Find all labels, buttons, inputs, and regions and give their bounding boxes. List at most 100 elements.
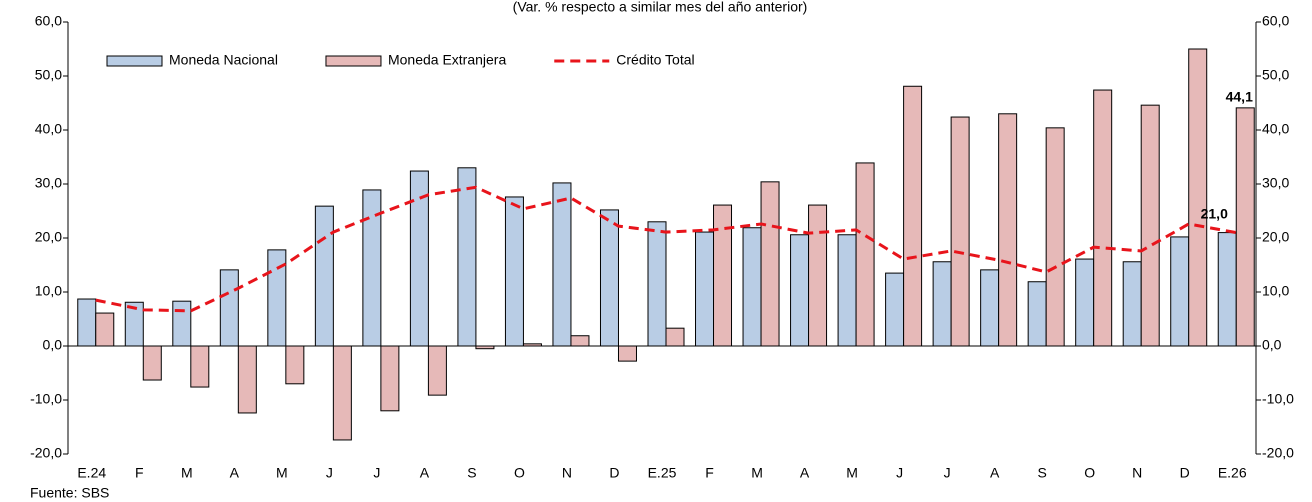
bar bbox=[504, 196, 524, 347]
bar bbox=[1075, 258, 1095, 347]
bar bbox=[409, 170, 429, 347]
x-tick-label: M bbox=[846, 465, 858, 481]
x-tick-label: M bbox=[751, 465, 763, 481]
bar bbox=[695, 231, 715, 347]
y2-tick-label: 30,0 bbox=[1262, 175, 1289, 191]
y2-tick-label: 20,0 bbox=[1262, 229, 1289, 245]
bar bbox=[903, 85, 923, 347]
x-tick-label: S bbox=[467, 465, 476, 481]
y-tick-label: 0,0 bbox=[43, 337, 63, 353]
y2-tick-label: -10,0 bbox=[1262, 391, 1294, 407]
y-tick-label: 10,0 bbox=[35, 283, 62, 299]
bar bbox=[1170, 236, 1190, 347]
bar bbox=[1188, 48, 1208, 347]
bar bbox=[837, 234, 857, 347]
bar bbox=[427, 345, 447, 396]
y2-tick-label: 0,0 bbox=[1262, 337, 1282, 353]
x-tick-label: A bbox=[990, 465, 1000, 481]
bar bbox=[855, 162, 875, 347]
x-tick-label: D bbox=[1180, 465, 1190, 481]
bar bbox=[142, 345, 162, 381]
bar bbox=[647, 221, 667, 347]
x-tick-label: E.25 bbox=[648, 465, 677, 481]
x-tick-label: F bbox=[135, 465, 144, 481]
y-tick-label: 30,0 bbox=[35, 175, 62, 191]
x-tick-label: N bbox=[1132, 465, 1142, 481]
x-tick-label: E.26 bbox=[1218, 465, 1247, 481]
x-tick-label: O bbox=[1084, 465, 1095, 481]
bar bbox=[552, 182, 572, 347]
bar bbox=[285, 345, 305, 385]
bar bbox=[742, 227, 762, 347]
x-tick-label: E.24 bbox=[77, 465, 106, 481]
bar bbox=[980, 269, 1000, 347]
bar bbox=[522, 343, 542, 347]
data-label: 21,0 bbox=[1201, 205, 1228, 221]
bar bbox=[219, 269, 239, 347]
bar bbox=[1217, 232, 1237, 347]
bar bbox=[172, 300, 192, 347]
bar bbox=[885, 272, 905, 347]
y2-tick-label: -20,0 bbox=[1262, 445, 1294, 461]
bar bbox=[1045, 127, 1065, 347]
bar bbox=[267, 249, 287, 347]
bar bbox=[314, 205, 334, 347]
source: Fuente: SBS bbox=[30, 485, 109, 501]
x-tick-label: S bbox=[1037, 465, 1046, 481]
x-tick-label: O bbox=[514, 465, 525, 481]
bar bbox=[808, 204, 828, 347]
bar bbox=[665, 327, 685, 347]
x-tick-label: J bbox=[373, 465, 380, 481]
bar bbox=[950, 116, 970, 347]
y-tick-label: 20,0 bbox=[35, 229, 62, 245]
bar bbox=[237, 345, 257, 414]
legend-label: Moneda Extranjera bbox=[388, 52, 507, 68]
x-tick-label: J bbox=[944, 465, 951, 481]
bar bbox=[998, 113, 1018, 347]
x-tick-label: D bbox=[609, 465, 619, 481]
x-tick-label: J bbox=[896, 465, 903, 481]
bar bbox=[1122, 261, 1142, 347]
chart-subtitle: (Var. % respecto a similar mes del año a… bbox=[513, 0, 808, 15]
bar bbox=[457, 167, 477, 347]
legend-swatch bbox=[325, 55, 382, 67]
x-tick-label: A bbox=[230, 465, 240, 481]
x-tick-label: A bbox=[800, 465, 810, 481]
bar bbox=[1235, 107, 1255, 347]
bar bbox=[95, 312, 115, 347]
bar bbox=[932, 261, 952, 347]
bar bbox=[760, 181, 780, 347]
x-tick-label: A bbox=[420, 465, 430, 481]
y2-tick-label: 60,0 bbox=[1262, 13, 1289, 29]
y2-tick-label: 10,0 bbox=[1262, 283, 1289, 299]
bar bbox=[190, 345, 210, 388]
y-tick-label: -20,0 bbox=[30, 445, 62, 461]
y-tick-label: 60,0 bbox=[35, 13, 62, 29]
x-tick-label: M bbox=[181, 465, 193, 481]
y-tick-label: 40,0 bbox=[35, 121, 62, 137]
legend-label: Crédito Total bbox=[616, 52, 694, 68]
x-tick-label: J bbox=[326, 465, 333, 481]
bar bbox=[790, 234, 810, 347]
legend-label: Moneda Nacional bbox=[169, 52, 278, 68]
bar bbox=[380, 345, 400, 412]
y-tick-label: 50,0 bbox=[35, 67, 62, 83]
bar bbox=[475, 345, 495, 350]
x-tick-label: N bbox=[562, 465, 572, 481]
bar bbox=[599, 209, 619, 347]
bar bbox=[570, 335, 590, 347]
bar bbox=[1140, 104, 1160, 347]
bar bbox=[1093, 89, 1113, 347]
y2-tick-label: 50,0 bbox=[1262, 67, 1289, 83]
x-tick-label: F bbox=[705, 465, 714, 481]
bar bbox=[332, 345, 352, 441]
y2-tick-label: 40,0 bbox=[1262, 121, 1289, 137]
line bbox=[95, 185, 1237, 313]
y-tick-label: -10,0 bbox=[30, 391, 62, 407]
bar bbox=[617, 345, 637, 362]
bar bbox=[77, 298, 97, 347]
legend-swatch bbox=[106, 55, 163, 67]
bar bbox=[1027, 281, 1047, 347]
bar bbox=[713, 204, 733, 347]
